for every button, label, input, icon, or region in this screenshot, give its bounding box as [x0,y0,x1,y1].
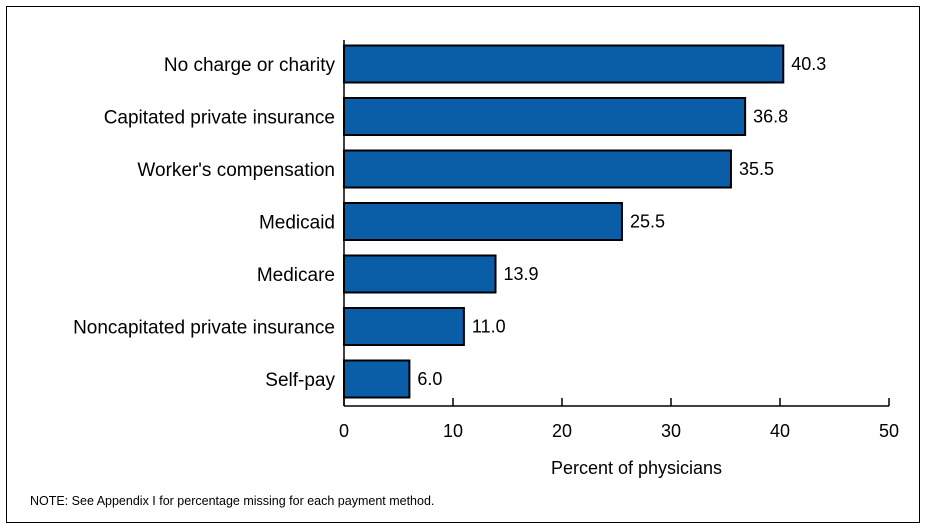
x-tick-label: 40 [770,421,790,441]
x-tick-label: 30 [661,421,681,441]
chart-note: NOTE: See Appendix I for percentage miss… [30,494,435,508]
chart-frame [6,6,920,523]
data-label: 6.0 [417,369,442,389]
bar [343,149,732,189]
data-label: 36.8 [753,107,788,127]
bar [343,359,411,399]
category-label: No charge or charity [164,55,336,76]
data-label: 35.5 [739,159,774,179]
category-label: Medicaid [259,213,335,234]
x-tick-label: 10 [443,421,463,441]
category-label: Worker's compensation [137,160,335,181]
data-label: 25.5 [630,212,665,232]
data-label: 13.9 [504,264,539,284]
data-label: 40.3 [791,54,826,74]
bar [343,97,747,136]
x-axis-title: Percent of physicians [551,458,722,478]
category-label: Capitated private insurance [104,108,335,129]
bar [343,307,465,346]
category-label: Medicare [257,265,335,286]
data-label: 11.0 [472,317,506,337]
bar [343,44,785,84]
x-tick-label: 20 [552,421,572,441]
category-label: Self-pay [265,370,335,391]
x-tick-label: 50 [879,421,899,441]
x-tick-label: 0 [339,421,349,441]
bar [343,254,497,294]
category-label: Noncapitated private insurance [73,318,335,339]
bar [343,202,623,241]
